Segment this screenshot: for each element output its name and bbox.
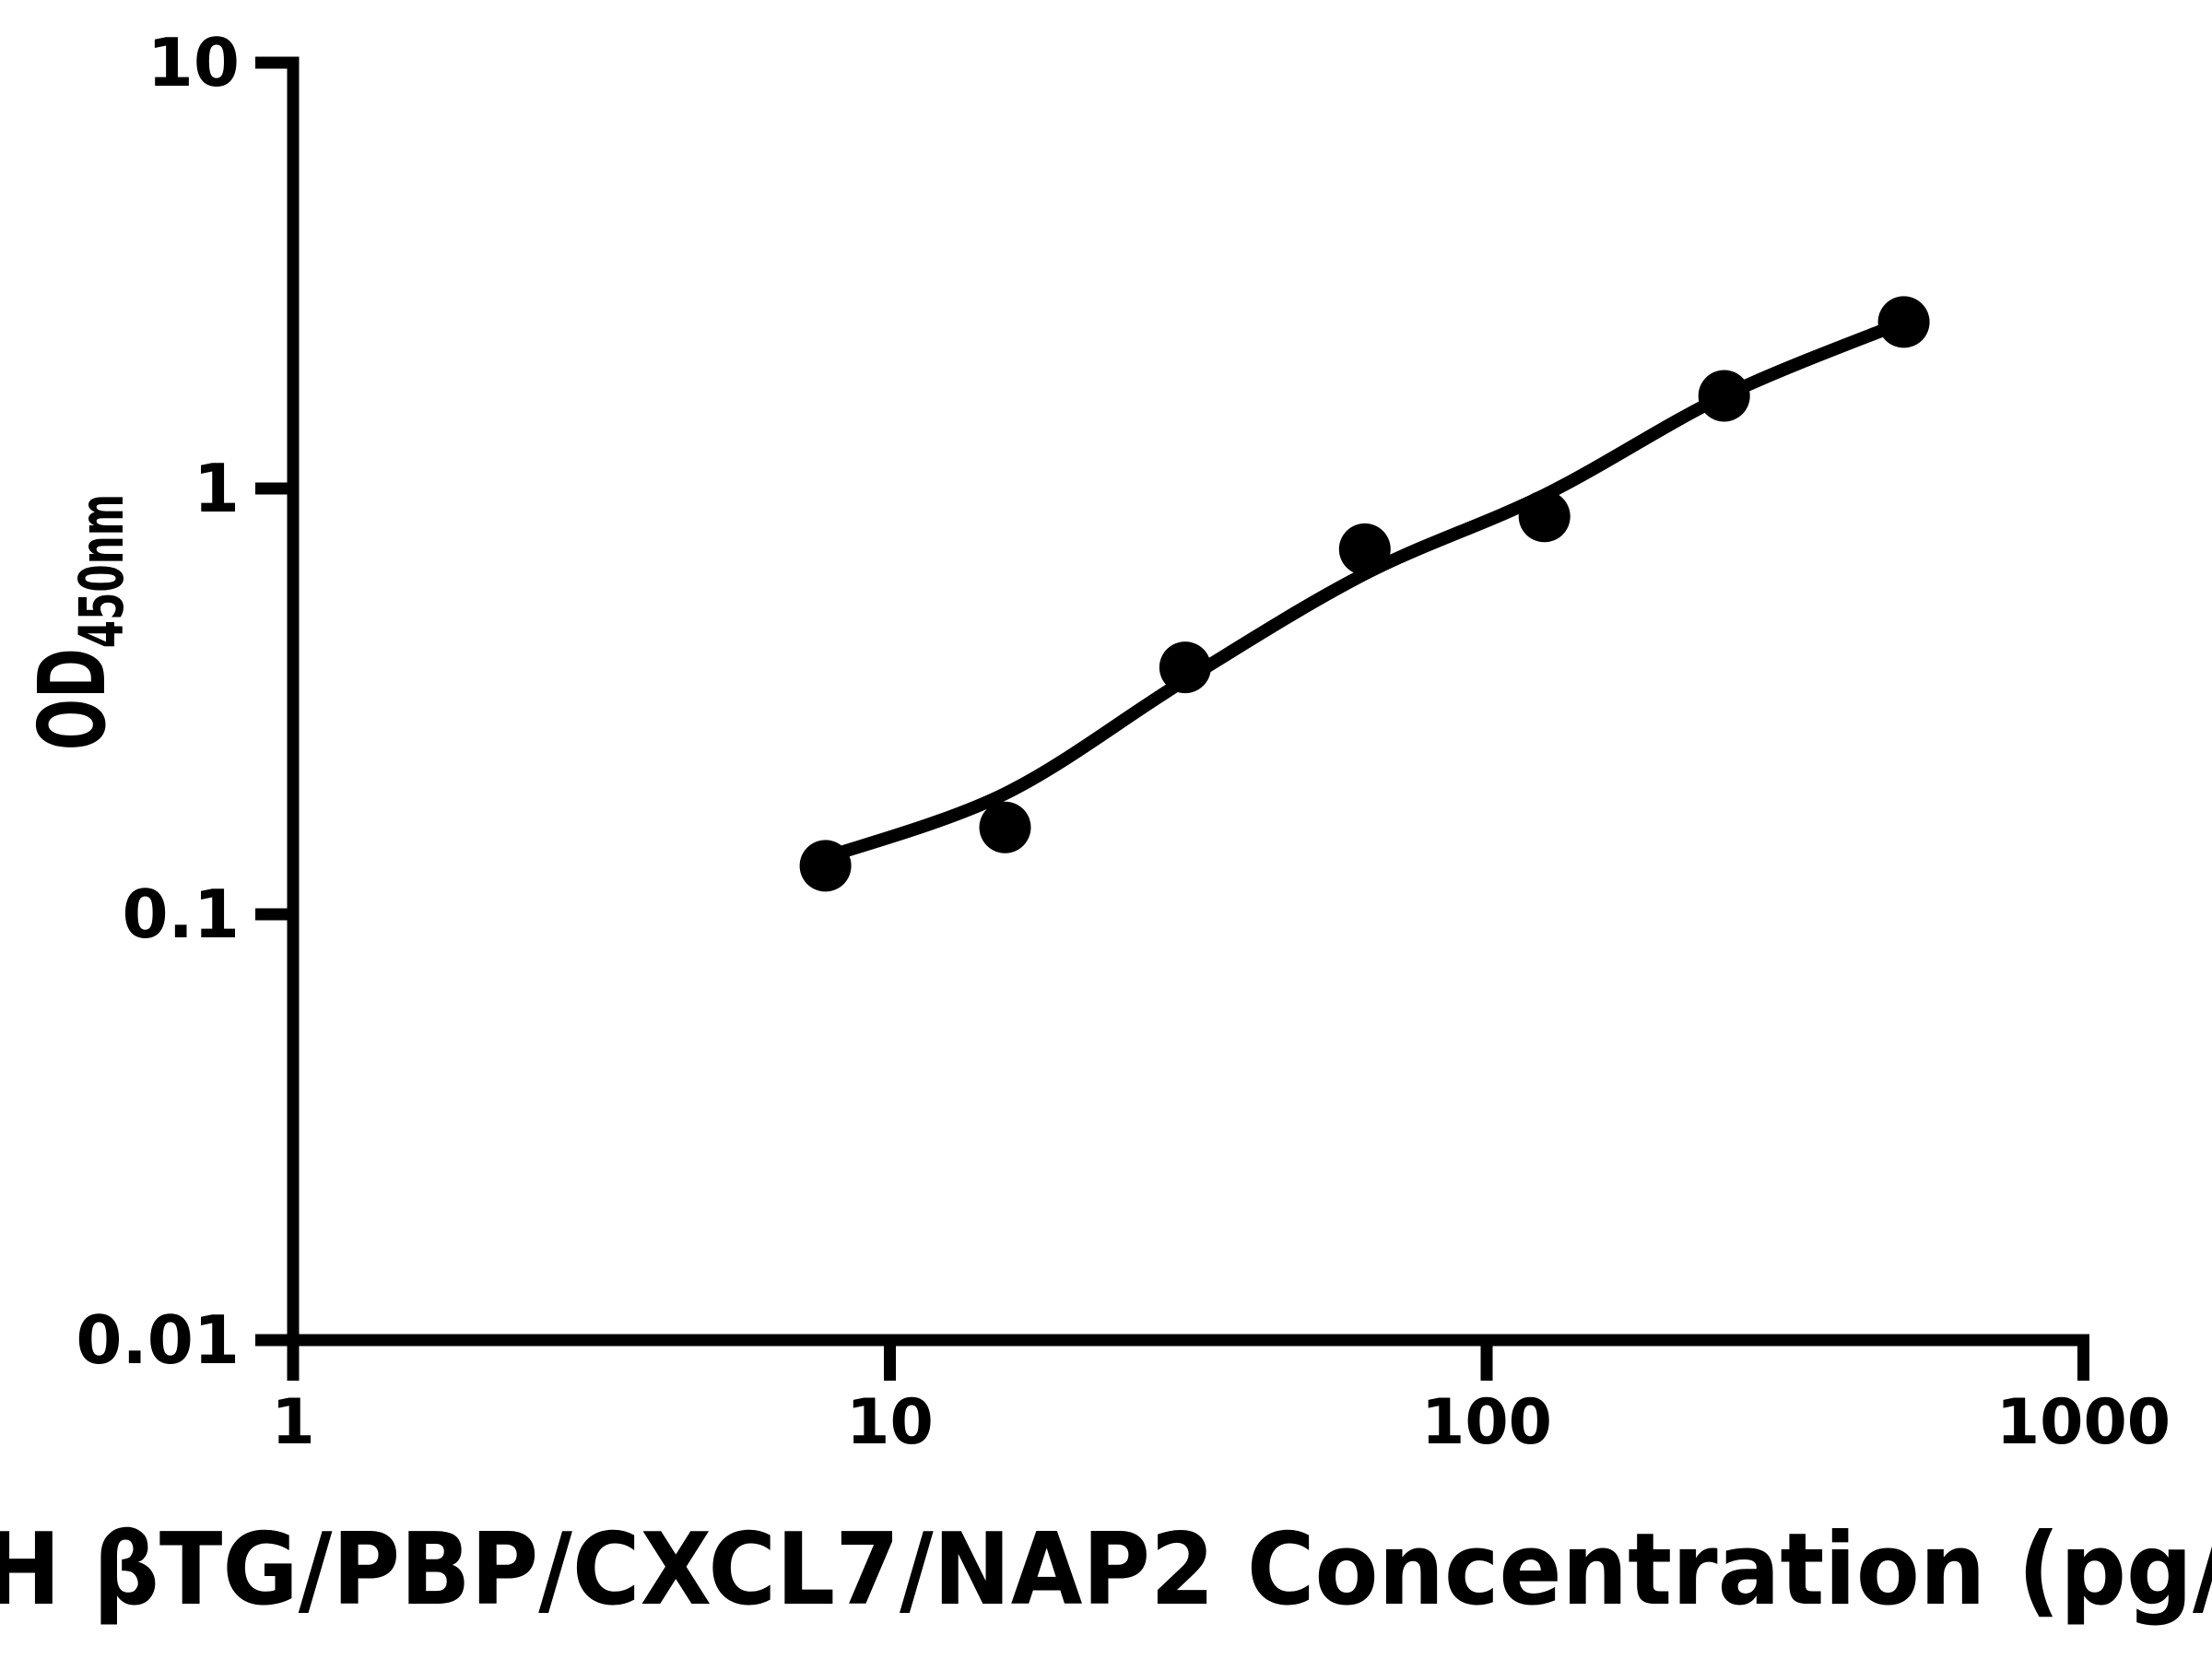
- y-tick-label: 1: [194, 450, 240, 527]
- y-axis-title: OD450nm: [18, 494, 138, 750]
- data-points: [799, 296, 1930, 892]
- x-tick-label: 10: [846, 1386, 934, 1459]
- x-axis-line: [255, 1334, 2089, 1381]
- data-point: [1698, 370, 1750, 422]
- axes: [255, 56, 2089, 1381]
- data-point: [1518, 490, 1571, 543]
- y-axis-title-subscript: 450nm: [67, 494, 138, 648]
- x-tick-label: 1: [271, 1386, 314, 1459]
- data-point: [1159, 641, 1211, 694]
- y-tick-label: 0.1: [122, 876, 240, 953]
- data-point: [1877, 296, 1930, 348]
- x-axis-title: H βTG/PBP/CXCL7/NAP2 Concentration (pg/: [0, 1512, 2212, 1628]
- data-point: [1338, 523, 1391, 575]
- x-tick-label: 100: [1421, 1386, 1552, 1459]
- axis-titles: H βTG/PBP/CXCL7/NAP2 Concentration (pg/O…: [0, 494, 2212, 1628]
- y-tick-label: 0.01: [76, 1301, 240, 1379]
- x-tick-label: 1000: [1996, 1386, 2171, 1459]
- data-point: [799, 840, 852, 892]
- y-axis-line: [255, 56, 300, 1381]
- y-axis-title-main: OD: [18, 648, 126, 750]
- data-point: [979, 801, 1031, 853]
- tick-labels: 10 1 0.1 0.01 1 10 100 1000: [76, 24, 2171, 1459]
- y-tick-label: 10: [147, 24, 240, 101]
